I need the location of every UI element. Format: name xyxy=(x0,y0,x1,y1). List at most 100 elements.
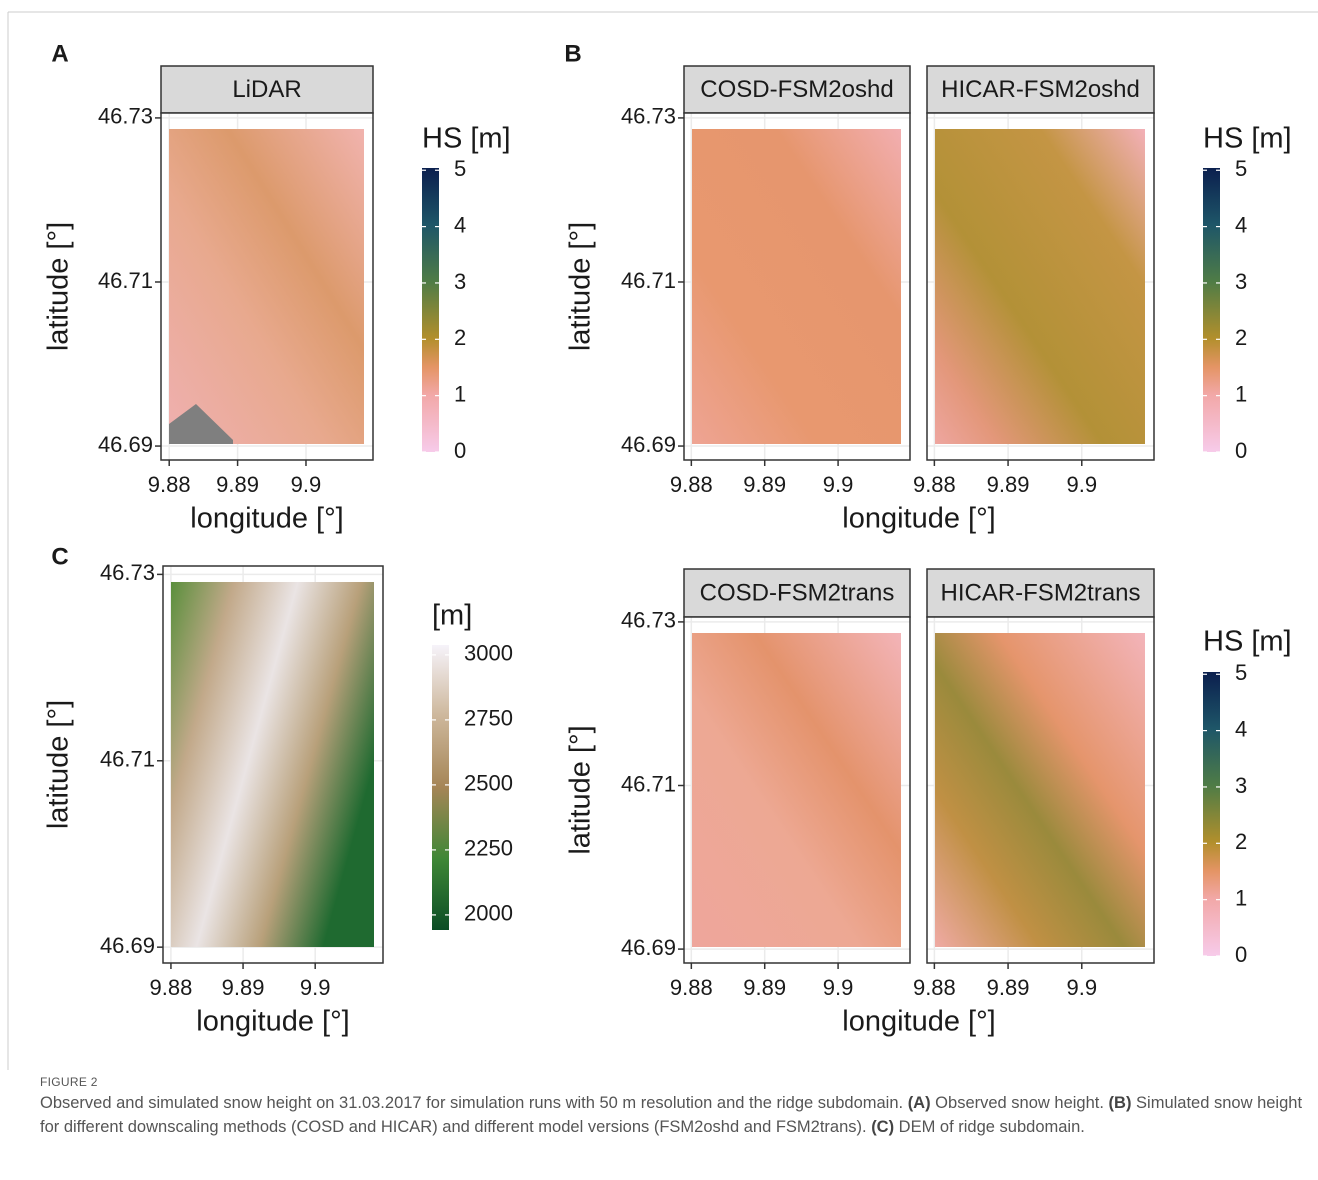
legend-title: HS [m] xyxy=(1203,123,1292,155)
legend-label: 2750 xyxy=(464,706,513,731)
colorbar xyxy=(432,645,449,930)
legend-title: HS [m] xyxy=(1203,626,1292,658)
panel-letter: C xyxy=(51,543,68,570)
facet-title: COSD-FSM2trans xyxy=(700,579,895,606)
facet-title: LiDAR xyxy=(232,76,301,103)
y-axis-title: latitude [°] xyxy=(565,222,597,351)
y-axis-title: latitude [°] xyxy=(565,725,597,854)
legend-label: 3 xyxy=(454,269,466,294)
caption-text: (C) xyxy=(871,1118,895,1136)
y-tick-label: 46.73 xyxy=(621,104,676,129)
y-tick-label: 46.73 xyxy=(100,560,155,585)
y-tick-label: 46.71 xyxy=(100,747,155,772)
y-tick-label: 46.69 xyxy=(621,935,676,960)
legend-label: 5 xyxy=(454,156,466,181)
facet-strip xyxy=(683,568,911,618)
x-tick-label: 9.88 xyxy=(913,975,956,1000)
x-tick-label: 9.9 xyxy=(1066,472,1097,497)
legend-label: 4 xyxy=(1235,212,1247,237)
y-tick-label: 46.71 xyxy=(621,771,676,796)
legend-label: 2 xyxy=(1235,829,1247,854)
missing-data xyxy=(169,404,233,444)
y-tick-label: 46.69 xyxy=(100,933,155,958)
caption-text: (B) xyxy=(1108,1094,1132,1112)
x-tick-label: 9.88 xyxy=(150,975,193,1000)
x-tick-label: 9.9 xyxy=(823,975,854,1000)
y-axis-title: latitude [°] xyxy=(43,222,75,351)
legend-label: 2 xyxy=(1235,325,1247,350)
figure: A LiDAR 9.88 9.89 9.9 46.73 46.71 46.69 longitud… xyxy=(7,11,1318,1070)
legend-label: 3 xyxy=(1235,269,1247,294)
raster xyxy=(169,129,364,444)
x-tick-label: 9.89 xyxy=(216,472,259,497)
caption-text: Observed and simulated snow height on 31… xyxy=(40,1094,908,1112)
caption-text: Simulated snow height for different down… xyxy=(40,1094,1303,1136)
facet-strip xyxy=(926,65,1155,114)
raster xyxy=(171,582,374,947)
plot-border xyxy=(160,112,374,461)
legend-label: 3 xyxy=(1235,773,1247,798)
legend-title: [m] xyxy=(432,600,472,632)
panel-letter: A xyxy=(51,40,68,67)
legend-label: 0 xyxy=(1235,942,1247,967)
x-tick-label: 9.9 xyxy=(823,472,854,497)
caption-text: Observed snow height. xyxy=(930,1094,1109,1112)
y-tick-label: 46.73 xyxy=(621,608,676,633)
legend-label: 1 xyxy=(1235,381,1247,406)
x-tick-label: 9.88 xyxy=(913,472,956,497)
x-tick-label: 9.9 xyxy=(300,975,331,1000)
colorbar xyxy=(422,168,439,452)
legend-label: 2 xyxy=(454,325,466,350)
caption: Observed and simulated snow height on 31… xyxy=(40,1091,1310,1139)
legend-title: HS [m] xyxy=(422,123,511,155)
legend-label: 2500 xyxy=(464,771,513,796)
plot-border xyxy=(683,616,911,964)
raster xyxy=(692,633,901,947)
y-tick-label: 46.69 xyxy=(621,432,676,457)
colorbar xyxy=(1203,168,1220,452)
y-tick-label: 46.71 xyxy=(98,268,153,293)
legend-label: 0 xyxy=(454,438,466,463)
x-tick-label: 9.9 xyxy=(1066,975,1097,1000)
x-tick-label: 9.89 xyxy=(987,472,1030,497)
raster xyxy=(935,129,1145,444)
caption-text: DEM of ridge subdomain. xyxy=(894,1118,1085,1136)
facet-strip xyxy=(160,65,374,114)
x-tick-label: 9.88 xyxy=(148,472,191,497)
x-tick-label: 9.89 xyxy=(987,975,1030,1000)
plot-border xyxy=(926,112,1155,461)
legend-label: 2000 xyxy=(464,901,513,926)
panel-letter: B xyxy=(564,40,581,67)
facet-title: HICAR-FSM2trans xyxy=(940,579,1140,606)
x-axis-title: longitude [°] xyxy=(196,1006,349,1038)
x-tick-label: 9.88 xyxy=(670,472,713,497)
x-axis-title: longitude [°] xyxy=(842,503,995,535)
x-tick-label: 9.88 xyxy=(670,975,713,1000)
colorbar xyxy=(1203,672,1220,956)
plot-border xyxy=(926,616,1155,964)
y-tick-label: 46.69 xyxy=(98,432,153,457)
legend-label: 5 xyxy=(1235,660,1247,685)
x-tick-label: 9.89 xyxy=(743,975,786,1000)
caption-text: (A) xyxy=(907,1094,931,1112)
legend-label: 1 xyxy=(1235,885,1247,910)
facet-strip xyxy=(683,65,911,114)
facet-strip xyxy=(926,568,1155,618)
facet-title: HICAR-FSM2oshd xyxy=(941,76,1140,103)
plot-border xyxy=(162,565,384,964)
raster xyxy=(935,633,1145,947)
x-axis-title: longitude [°] xyxy=(190,503,343,535)
x-axis-title: longitude [°] xyxy=(842,1006,995,1038)
legend-label: 1 xyxy=(454,381,466,406)
legend-label: 4 xyxy=(1235,716,1247,741)
caption-number: FIGURE 2 xyxy=(40,1075,98,1089)
legend-label: 3000 xyxy=(464,641,513,666)
facet-title: COSD-FSM2oshd xyxy=(700,76,893,103)
x-tick-label: 9.9 xyxy=(291,472,322,497)
x-tick-label: 9.89 xyxy=(222,975,265,1000)
legend-label: 4 xyxy=(454,212,466,237)
plot-border xyxy=(683,112,911,461)
y-tick-label: 46.73 xyxy=(98,104,153,129)
legend-label: 2250 xyxy=(464,836,513,861)
